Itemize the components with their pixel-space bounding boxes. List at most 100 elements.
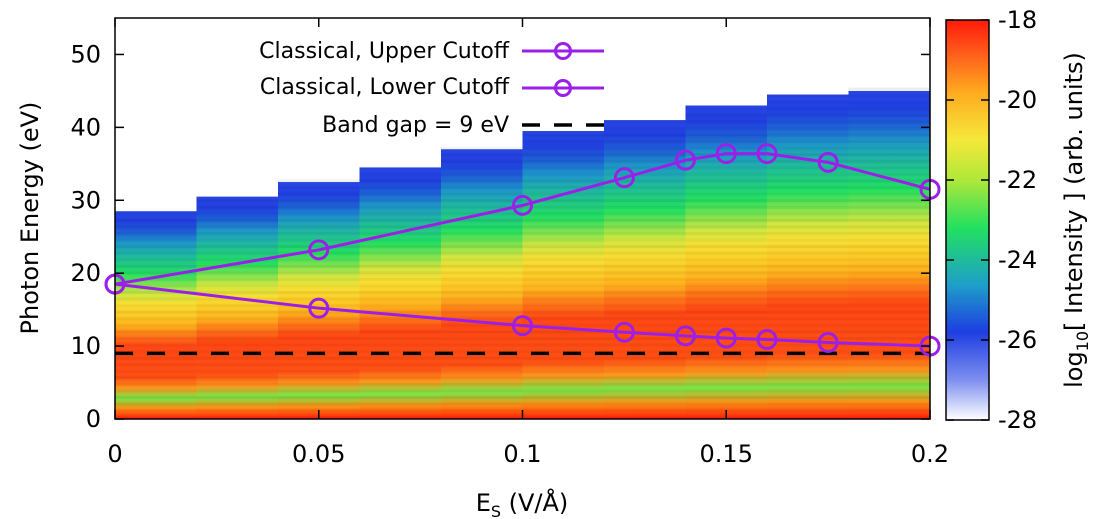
heatmap-band xyxy=(848,166,930,170)
heatmap-band xyxy=(359,343,442,347)
heatmap-band xyxy=(522,179,605,183)
heatmap-band xyxy=(767,225,849,229)
heatmap-band xyxy=(278,389,360,393)
heatmap-band xyxy=(848,133,930,137)
heatmap-band xyxy=(441,304,523,307)
series-line-upper xyxy=(114,152,931,286)
heatmap-band xyxy=(767,251,849,255)
y-axis-title: Photon Energy (eV) xyxy=(16,102,44,335)
heatmap-band xyxy=(604,231,686,235)
heatmap-band xyxy=(604,416,686,419)
colorbar-title-sub: 10 xyxy=(1073,331,1092,351)
heatmap-band xyxy=(278,192,360,196)
heatmap-band xyxy=(441,218,523,222)
heatmap-band xyxy=(685,356,768,360)
heatmap-band xyxy=(522,159,605,163)
data-point-upper xyxy=(675,149,696,171)
heatmap-band xyxy=(359,271,442,275)
heatmap-band xyxy=(522,205,605,209)
heatmap-band xyxy=(441,186,523,190)
heatmap-band xyxy=(848,271,930,275)
heatmap-band xyxy=(685,179,768,183)
heatmap-band xyxy=(441,343,523,347)
heatmap-band xyxy=(523,284,605,287)
heatmap-band xyxy=(848,205,930,209)
heatmap-band xyxy=(441,382,523,386)
heatmap-band xyxy=(197,284,279,287)
heatmap-band xyxy=(767,323,849,327)
heatmap-band xyxy=(359,258,442,262)
heatmap-band xyxy=(359,317,442,321)
heatmap-band xyxy=(196,251,279,255)
data-point-upper xyxy=(308,239,330,261)
heatmap-band xyxy=(359,166,442,170)
heatmap-band xyxy=(278,402,360,406)
legend-marker-lower xyxy=(554,79,572,97)
heatmap-band xyxy=(441,271,523,275)
heatmap-band xyxy=(604,225,686,229)
heatmap-band xyxy=(115,409,197,413)
data-point-lower xyxy=(715,327,737,349)
heatmap-band xyxy=(278,356,360,360)
data-point-upper xyxy=(613,167,635,189)
heatmap-band xyxy=(685,258,768,262)
heatmap-band xyxy=(685,251,768,255)
y-tick-label: 30 xyxy=(70,186,101,214)
heatmap-band xyxy=(115,291,197,294)
heatmap-band xyxy=(767,133,849,137)
heatmap-band xyxy=(848,409,930,413)
heatmap-band xyxy=(767,113,849,117)
heatmap-band xyxy=(685,205,768,209)
heatmap-band xyxy=(604,245,686,249)
heatmap-band xyxy=(848,291,930,294)
heatmap-band xyxy=(767,205,849,209)
heatmap-band xyxy=(767,179,849,183)
heatmap-band xyxy=(522,264,605,268)
heatmap-band xyxy=(278,291,360,294)
heatmap-band xyxy=(604,396,686,399)
heatmap-band xyxy=(196,330,279,334)
heatmap-band xyxy=(115,323,197,327)
heatmap-band xyxy=(604,264,686,268)
colorbar-axis: -28 -26 -24 -22 -20 -18 xyxy=(946,6,1037,434)
heatmap-band xyxy=(441,251,523,255)
heatmap-band xyxy=(685,166,768,170)
legend-label-bandgap: Band gap = 9 eV xyxy=(322,113,509,138)
heatmap-band xyxy=(522,212,605,216)
heatmap-band xyxy=(767,120,849,124)
heatmap-band xyxy=(359,186,442,190)
heatmap-band xyxy=(360,416,442,419)
heatmap-band xyxy=(522,336,605,340)
heatmap-band xyxy=(767,258,849,262)
heatmap-band xyxy=(604,146,686,150)
heatmap-band xyxy=(197,350,279,353)
heatmap-band xyxy=(522,409,605,413)
heatmap-band xyxy=(685,363,768,367)
heatmap-band xyxy=(278,396,360,399)
data-point-lower xyxy=(675,325,696,347)
heatmap-band xyxy=(523,370,605,373)
heatmap-band xyxy=(604,212,686,216)
heatmap-band xyxy=(441,146,523,150)
heatmap-band xyxy=(360,304,442,307)
heatmap-band xyxy=(604,126,686,130)
colorbar xyxy=(945,19,990,421)
heatmap-band xyxy=(115,343,197,347)
heatmap-band xyxy=(604,336,686,340)
heatmap-band xyxy=(522,291,605,294)
heatmap-band xyxy=(278,317,360,321)
heatmap-band xyxy=(278,271,360,275)
heatmap-band xyxy=(196,245,279,249)
heatmap-band xyxy=(767,245,849,249)
heatmap-band xyxy=(604,277,686,281)
heatmap-band xyxy=(767,317,849,321)
heatmap-band xyxy=(686,304,768,307)
heatmap-band xyxy=(115,218,197,222)
heatmap-band xyxy=(848,363,930,367)
heatmap-band xyxy=(604,304,686,307)
heatmap-band xyxy=(441,159,523,163)
data-point-upper xyxy=(756,143,778,165)
heatmap-band xyxy=(604,284,686,287)
heatmap-band xyxy=(522,153,605,157)
heatmap-band xyxy=(359,396,442,399)
